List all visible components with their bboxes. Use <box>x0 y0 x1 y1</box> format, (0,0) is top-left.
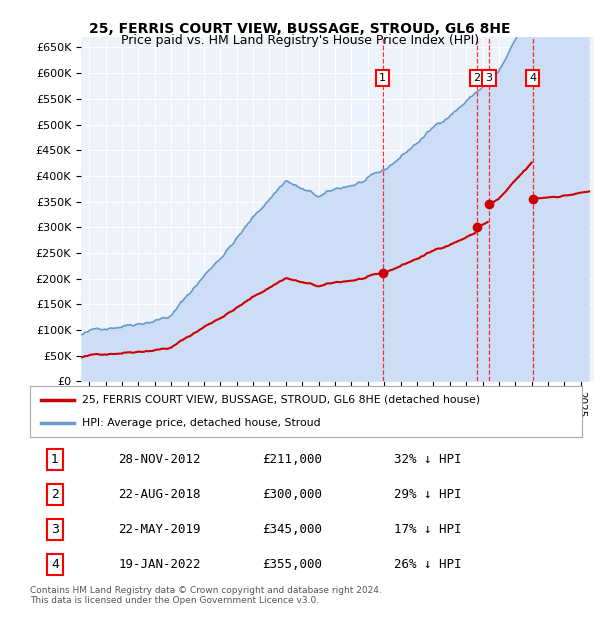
Text: 3: 3 <box>51 523 59 536</box>
Text: 2: 2 <box>473 73 480 83</box>
Text: 19-JAN-2022: 19-JAN-2022 <box>118 557 201 570</box>
Text: 2: 2 <box>51 488 59 501</box>
Text: 28-NOV-2012: 28-NOV-2012 <box>118 453 201 466</box>
Text: 32% ↓ HPI: 32% ↓ HPI <box>394 453 462 466</box>
Text: Contains HM Land Registry data © Crown copyright and database right 2024.
This d: Contains HM Land Registry data © Crown c… <box>30 586 382 605</box>
Text: 4: 4 <box>529 73 536 83</box>
Text: 22-MAY-2019: 22-MAY-2019 <box>118 523 201 536</box>
Text: 17% ↓ HPI: 17% ↓ HPI <box>394 523 462 536</box>
Text: 4: 4 <box>51 557 59 570</box>
Text: £211,000: £211,000 <box>262 453 322 466</box>
Text: 3: 3 <box>485 73 493 83</box>
Text: £355,000: £355,000 <box>262 557 322 570</box>
Text: HPI: Average price, detached house, Stroud: HPI: Average price, detached house, Stro… <box>82 418 321 428</box>
Text: 22-AUG-2018: 22-AUG-2018 <box>118 488 201 501</box>
Text: Price paid vs. HM Land Registry's House Price Index (HPI): Price paid vs. HM Land Registry's House … <box>121 34 479 47</box>
Text: 1: 1 <box>379 73 386 83</box>
Text: £345,000: £345,000 <box>262 523 322 536</box>
Text: 25, FERRIS COURT VIEW, BUSSAGE, STROUD, GL6 8HE (detached house): 25, FERRIS COURT VIEW, BUSSAGE, STROUD, … <box>82 395 481 405</box>
Text: 29% ↓ HPI: 29% ↓ HPI <box>394 488 462 501</box>
Text: £300,000: £300,000 <box>262 488 322 501</box>
Text: 26% ↓ HPI: 26% ↓ HPI <box>394 557 462 570</box>
Text: 1: 1 <box>51 453 59 466</box>
Text: 25, FERRIS COURT VIEW, BUSSAGE, STROUD, GL6 8HE: 25, FERRIS COURT VIEW, BUSSAGE, STROUD, … <box>89 22 511 36</box>
